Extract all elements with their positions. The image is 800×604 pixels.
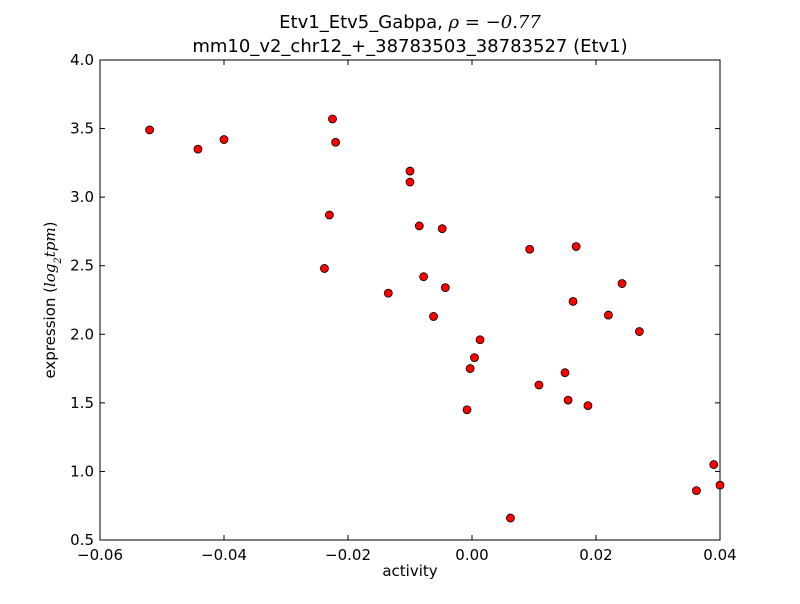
- data-point: [534, 380, 544, 390]
- data-point: [635, 327, 644, 336]
- y-tick-label: 2.0: [70, 325, 94, 343]
- y-axis-label-log: log: [41, 264, 59, 287]
- data-point: [583, 401, 593, 411]
- data-point: [405, 177, 415, 187]
- data-point: [470, 353, 479, 363]
- y-axis-label-sub: 2: [53, 257, 64, 264]
- y-axis-label-prefix: expression (: [41, 287, 59, 379]
- data-point: [571, 242, 581, 251]
- y-tick-label: 3.5: [70, 120, 94, 138]
- x-tick-label: −0.02: [325, 546, 371, 564]
- data-point: [465, 364, 475, 373]
- data-point: [429, 312, 438, 321]
- data-point: [506, 513, 515, 523]
- data-point: [437, 224, 447, 234]
- y-tick-label: 1.5: [70, 394, 94, 412]
- chart-title-rho: ρ = −0.77: [448, 12, 542, 33]
- data-point: [328, 114, 337, 124]
- data-point: [525, 244, 535, 254]
- data-point: [715, 480, 725, 490]
- data-point: [145, 125, 155, 135]
- data-points: [145, 114, 725, 523]
- data-point: [604, 310, 613, 320]
- x-tick-label: 0.04: [703, 546, 736, 564]
- data-point: [419, 272, 429, 282]
- x-tick-label: 0.00: [455, 546, 488, 564]
- data-point: [563, 395, 573, 405]
- x-axis-label: activity: [382, 562, 437, 580]
- data-point: [462, 405, 472, 415]
- data-point: [692, 486, 701, 496]
- y-axis-label-suffix: ): [41, 221, 59, 227]
- y-tick-label: 1.0: [70, 462, 94, 480]
- y-tick-label: 2.5: [70, 257, 94, 275]
- data-point: [331, 137, 341, 147]
- plot-area: [99, 59, 721, 541]
- y-tick-label: 0.5: [70, 531, 94, 549]
- x-tick-label: −0.04: [201, 546, 247, 564]
- data-point: [324, 210, 334, 220]
- y-tick-label: 4.0: [70, 51, 94, 69]
- data-point: [475, 335, 485, 345]
- x-tick-label: −0.06: [77, 546, 123, 564]
- data-point: [320, 264, 329, 273]
- x-tick-label: 0.02: [579, 546, 612, 564]
- axis-tick-labels: −0.06 −0.04 −0.02 0.00 0.02 0.04 0.5 1.0 1.5 2.0 2…: [70, 51, 737, 564]
- data-point: [405, 166, 415, 176]
- axis-ticks: [99, 59, 721, 541]
- y-tick-label: 3.0: [70, 188, 94, 206]
- chart-title-prefix: Etv1_Etv5_Gabpa,: [279, 12, 448, 33]
- data-point: [560, 368, 570, 378]
- data-point: [383, 288, 393, 298]
- chart-subtitle: mm10_v2_chr12_+_38783503_38783527 (Etv1): [192, 36, 627, 57]
- y-axis-label-tpm: tpm: [41, 227, 59, 257]
- chart-title: Etv1_Etv5_Gabpa, ρ = −0.77: [279, 12, 541, 33]
- data-point: [193, 144, 203, 154]
- data-point: [414, 221, 424, 231]
- data-point: [568, 296, 578, 306]
- data-point: [219, 135, 229, 144]
- data-point: [709, 460, 719, 469]
- data-point: [440, 283, 450, 293]
- y-axis-label: expression (log2tpm): [41, 221, 64, 378]
- data-point: [617, 279, 627, 288]
